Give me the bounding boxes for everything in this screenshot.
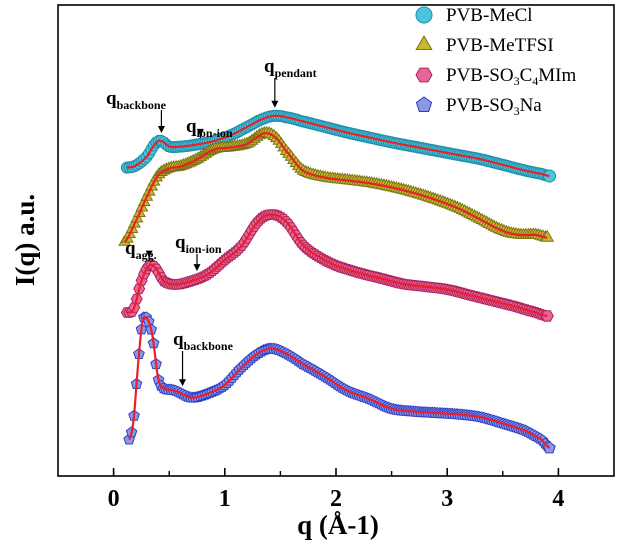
peak-annotation: qbackbone <box>106 88 167 133</box>
data-point <box>543 169 557 183</box>
fit-line <box>126 114 550 178</box>
legend-entry: PVB-MeTFSI <box>415 35 554 56</box>
x-tick-label: 4 <box>552 486 564 512</box>
plot-area <box>118 109 557 454</box>
series-0 <box>120 109 557 183</box>
legend-label: PVB-SO3C4MIm <box>446 65 576 88</box>
peak-annotation: qagg. <box>125 238 157 262</box>
x-tick-label: 1 <box>219 486 231 512</box>
legend-entry: PVB-MeCl <box>415 5 533 26</box>
axes: 0 1 2 3 4 q (Å-1) I(q) a.u. <box>10 4 615 540</box>
y-axis-title: I(q) a.u. <box>10 194 40 286</box>
x-axis-title: q (Å-1) <box>297 510 379 540</box>
legend-label: PVB-MeCl <box>446 5 533 26</box>
legend: PVB-MeCl PVB-MeTFSI PVB-SO3C4MIm PVB-SO3Na <box>415 5 576 118</box>
peak-label: qbackbone <box>106 88 167 112</box>
legend-label: PVB-SO3Na <box>446 95 542 118</box>
peak-label: qion-ion <box>186 116 233 140</box>
data-point <box>540 229 555 242</box>
x-tick-label: 2 <box>330 486 342 512</box>
peak-label: qagg. <box>125 238 157 262</box>
legend-marker <box>415 96 433 112</box>
peak-label: qpendant <box>264 56 317 80</box>
peak-label: qbackbone <box>173 329 234 353</box>
legend-label: PVB-MeTFSI <box>446 35 554 56</box>
peak-annotation: qion-ion <box>175 232 222 272</box>
fit-line <box>123 131 548 243</box>
peak-annotation: qion-ion <box>186 116 233 140</box>
legend-marker <box>415 35 433 50</box>
peak-label: qion-ion <box>175 232 222 256</box>
x-tick-label: 0 <box>108 486 120 512</box>
legend-entry: PVB-SO3C4MIm <box>415 65 576 88</box>
annotations: qbackbone qion-ion qpendant qagg. qion-ion qb… <box>106 56 317 387</box>
series-2 <box>120 209 554 322</box>
series-3 <box>123 311 556 454</box>
fit-line <box>128 315 551 449</box>
legend-entry: PVB-SO3Na <box>415 95 542 118</box>
legend-marker <box>415 67 433 83</box>
peak-annotation: qpendant <box>264 56 317 108</box>
legend-marker <box>415 6 433 24</box>
series-1 <box>118 125 555 246</box>
x-tick-label: 3 <box>441 486 453 512</box>
peak-annotation: qbackbone <box>173 329 234 387</box>
fit-line <box>126 213 548 318</box>
